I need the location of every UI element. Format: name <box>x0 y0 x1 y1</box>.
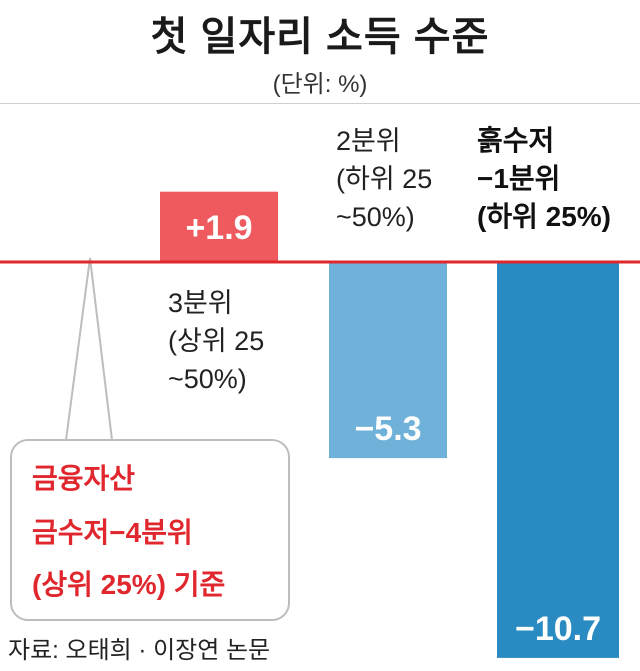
bar-2 <box>497 262 619 658</box>
chart-title: 첫 일자리 소득 수준 <box>150 15 490 59</box>
bar-value-label-1: −5.3 <box>354 410 421 448</box>
category-label-q2: 2분위 (하위 25 ~50%) <box>336 122 432 236</box>
category-label-q1-line2: −1분위 <box>477 163 561 194</box>
category-label-q2-line2: (하위 25 <box>336 164 433 194</box>
unit-label: (단위: %) <box>272 71 368 98</box>
bar-1 <box>329 262 447 459</box>
category-label-q1-line1: 흙수저 <box>477 125 555 156</box>
callout-line-2: 금수저−4분위 <box>32 517 193 548</box>
category-label-q2-line3: ~50%) <box>336 202 415 232</box>
category-label-q2-line1: 2분위 <box>336 126 401 156</box>
category-label-q3: 3분위 (상위 25 ~50%) <box>168 284 264 398</box>
callout-line-3: (상위 25%) 기준 <box>32 569 226 600</box>
source-note: 자료: 오태희 · 이장연 논문 <box>8 637 271 664</box>
category-label-q1: 흙수저 −1분위 (하위 25%) <box>477 122 611 236</box>
top-divider <box>0 103 640 104</box>
category-label-q3-line3: ~50%) <box>168 364 247 394</box>
bar-value-label-0: +1.9 <box>185 209 252 247</box>
category-label-q1-line3: (하위 25%) <box>477 201 611 232</box>
bar-value-label-2: −10.7 <box>515 610 601 648</box>
callout-line-1: 금융자산 <box>32 463 136 494</box>
bar-0 <box>160 191 278 262</box>
category-label-q3-line2: (상위 25 <box>168 326 265 356</box>
callout-box: 금융자산 금수저−4분위 (상위 25%) 기준 <box>10 439 290 621</box>
category-label-q3-line1: 3분위 <box>168 288 233 318</box>
callout-pointer <box>64 257 114 441</box>
